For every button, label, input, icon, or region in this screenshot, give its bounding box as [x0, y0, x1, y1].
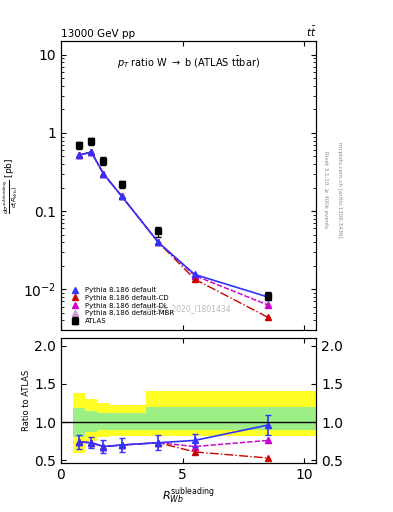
Text: 13000 GeV pp: 13000 GeV pp	[61, 29, 135, 39]
Line: Pythia 8.186 default-CD: Pythia 8.186 default-CD	[76, 150, 270, 320]
Pythia 8.186 default-DL	[119, 193, 124, 199]
Line: Pythia 8.186 default-MBR: Pythia 8.186 default-MBR	[76, 150, 270, 307]
Line: Pythia 8.186 default-DL: Pythia 8.186 default-DL	[76, 150, 270, 308]
Pythia 8.186 default-DL	[156, 239, 161, 245]
Pythia 8.186 default-CD	[101, 171, 106, 177]
Pythia 8.186 default-MBR	[119, 193, 124, 199]
Pythia 8.186 default	[192, 271, 197, 278]
Line: Pythia 8.186 default: Pythia 8.186 default	[76, 150, 270, 300]
Text: $t\bar{t}$: $t\bar{t}$	[306, 25, 316, 39]
Pythia 8.186 default	[265, 294, 270, 300]
X-axis label: $R_{Wb}^{\mathrm{subleading}}$: $R_{Wb}^{\mathrm{subleading}}$	[162, 485, 215, 506]
Pythia 8.186 default	[119, 193, 124, 199]
Pythia 8.186 default	[101, 171, 106, 177]
Y-axis label: $\frac{d\sigma^{\mathrm{subleading}}}{d\left(R_{Wb}\right)}$ [pb]: $\frac{d\sigma^{\mathrm{subleading}}}{d\…	[2, 158, 20, 214]
Pythia 8.186 default-MBR	[192, 272, 197, 279]
Pythia 8.186 default-DL	[265, 302, 270, 308]
Text: ATLAS_2020_I1801434: ATLAS_2020_I1801434	[145, 304, 232, 313]
Pythia 8.186 default-MBR	[89, 149, 94, 155]
Pythia 8.186 default	[156, 239, 161, 245]
Pythia 8.186 default-CD	[156, 239, 161, 245]
Pythia 8.186 default-MBR	[77, 152, 81, 158]
Y-axis label: Ratio to ATLAS: Ratio to ATLAS	[22, 370, 31, 431]
Pythia 8.186 default-CD	[89, 149, 94, 155]
Text: Rivet 3.1.10, ≥ 400k events: Rivet 3.1.10, ≥ 400k events	[323, 151, 328, 228]
Pythia 8.186 default-CD	[119, 193, 124, 199]
Pythia 8.186 default	[89, 149, 94, 155]
Pythia 8.186 default-MBR	[101, 171, 106, 177]
Legend: Pythia 8.186 default, Pythia 8.186 default-CD, Pythia 8.186 default-DL, Pythia 8: Pythia 8.186 default, Pythia 8.186 defau…	[64, 284, 177, 327]
Pythia 8.186 default	[77, 152, 81, 158]
Pythia 8.186 default-DL	[101, 171, 106, 177]
Text: $p_T$ ratio W $\rightarrow$ b (ATLAS t$\bar{\rm t}$bar): $p_T$ ratio W $\rightarrow$ b (ATLAS t$\…	[117, 55, 260, 72]
Pythia 8.186 default-MBR	[156, 239, 161, 245]
Text: mcplots.cern.ch [arXiv:1306.3436]: mcplots.cern.ch [arXiv:1306.3436]	[337, 142, 342, 237]
Pythia 8.186 default-DL	[192, 272, 197, 279]
Pythia 8.186 default-MBR	[265, 301, 270, 307]
Pythia 8.186 default-CD	[77, 152, 81, 158]
Pythia 8.186 default-DL	[77, 152, 81, 158]
Pythia 8.186 default-CD	[265, 314, 270, 321]
Pythia 8.186 default-DL	[89, 149, 94, 155]
Pythia 8.186 default-CD	[192, 276, 197, 282]
